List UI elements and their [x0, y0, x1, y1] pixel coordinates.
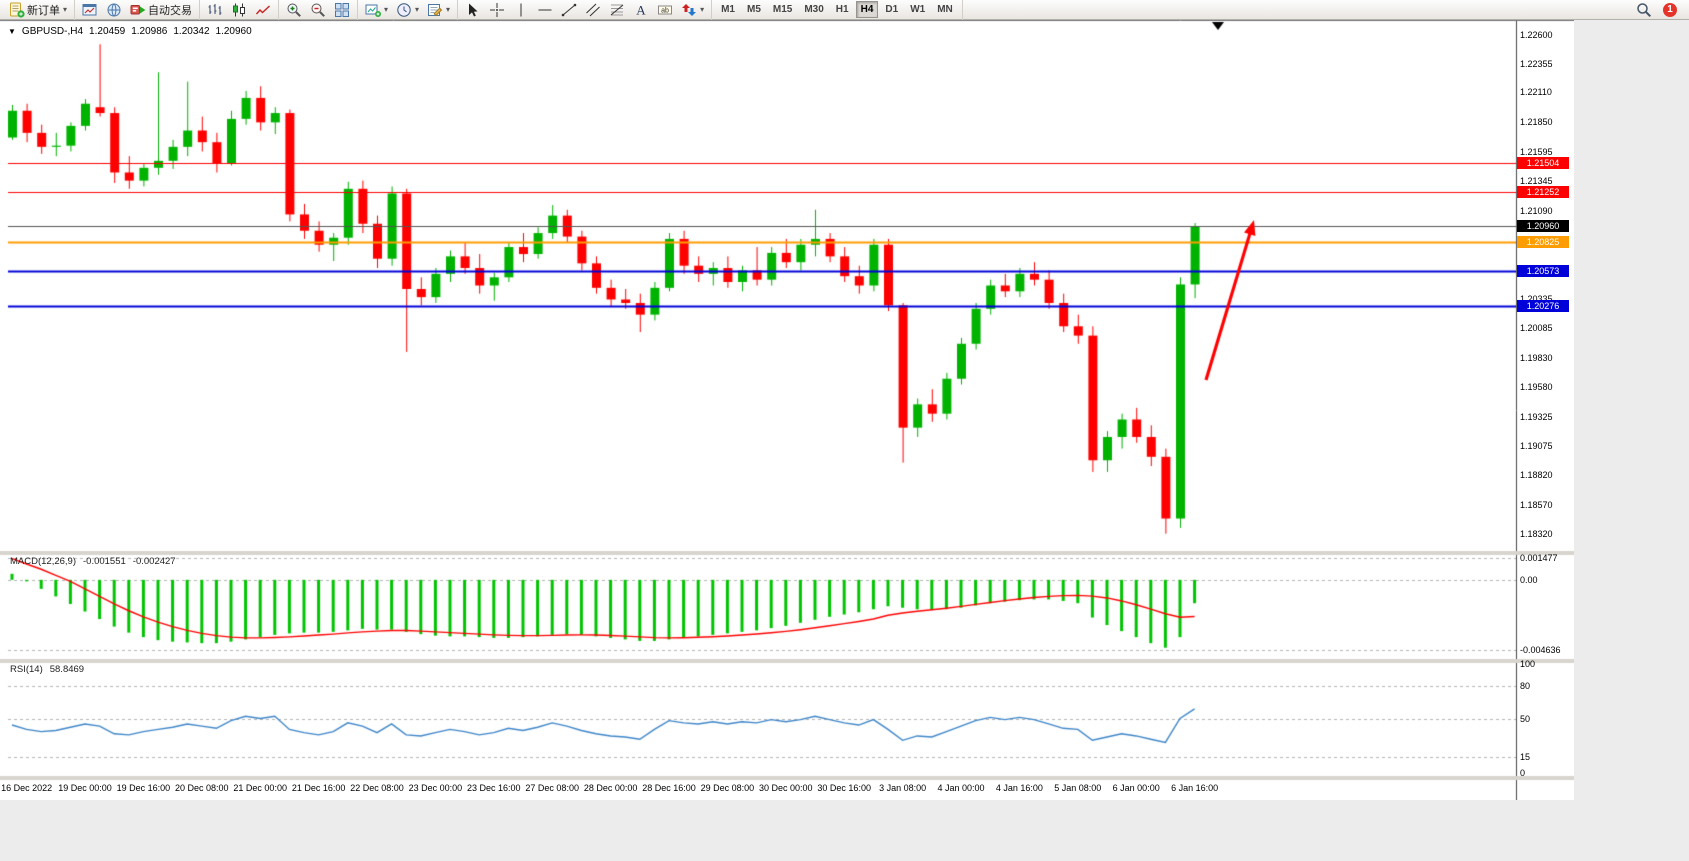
chart-window-icon: [82, 2, 98, 18]
price-level-tag[interactable]: 1.21252: [1517, 186, 1569, 199]
cursor-icon: [465, 2, 481, 18]
horizontal-line-button[interactable]: [533, 1, 557, 19]
tile-windows-button[interactable]: [330, 1, 354, 19]
template-icon: [427, 2, 443, 18]
timeframe-h1[interactable]: H1: [831, 1, 854, 18]
data-window-icon: [106, 2, 122, 18]
period-button[interactable]: ▾: [392, 1, 423, 19]
vertical-line-button[interactable]: [509, 1, 533, 19]
crosshair-icon: [489, 2, 505, 18]
clock-icon: [396, 2, 412, 18]
text-label-button[interactable]: ab: [653, 1, 677, 19]
hline-icon: [537, 2, 553, 18]
zoom-in-icon: [286, 2, 302, 18]
timeframe-w1[interactable]: W1: [905, 1, 930, 18]
auto-trading-button-label: 自动交易: [148, 4, 193, 17]
price-level-tag[interactable]: 1.20276: [1517, 299, 1569, 312]
new-order-button-label: 新订单: [27, 4, 60, 17]
new-order-button[interactable]: 新订单 ▾: [5, 1, 71, 19]
chevron-down-icon: ▾: [63, 5, 68, 14]
vline-icon: [513, 2, 529, 18]
price-level-tag[interactable]: 1.20573: [1517, 265, 1569, 278]
arrows-icon: [681, 2, 697, 18]
toolbar-group-zoom: [279, 0, 359, 20]
timeframe-m15[interactable]: M15: [768, 1, 797, 18]
timeframe-h4[interactable]: H4: [855, 1, 879, 18]
channel-icon: [585, 2, 601, 18]
timeframe-mn[interactable]: MN: [932, 1, 958, 18]
bottom-margin: [0, 800, 1689, 861]
toolbar-group-trade: 新订单 ▾: [2, 0, 76, 20]
notification-badge[interactable]: 1: [1663, 2, 1677, 17]
timeframe-m30[interactable]: M30: [799, 1, 828, 18]
toolbar-group-windows: 自动交易: [75, 0, 201, 20]
symbol-dropdown-icon[interactable]: ▼: [8, 27, 16, 36]
fibo-icon: [609, 2, 625, 18]
data-window-button[interactable]: [102, 1, 126, 19]
label-icon: ab: [657, 2, 673, 18]
right-margin: [1574, 20, 1689, 800]
toolbar-group-timeframes: M1 M5 M15 M30 H1 H4 D1 W1 MN: [712, 0, 963, 20]
chevron-down-icon: ▾: [446, 5, 451, 14]
crosshair-button[interactable]: [485, 1, 509, 19]
timeframe-m1[interactable]: M1: [716, 1, 740, 18]
text-icon: A: [633, 2, 649, 18]
channel-button[interactable]: [581, 1, 605, 19]
auto-trading-button[interactable]: 自动交易: [126, 1, 196, 19]
new-chart-button[interactable]: ▾: [361, 1, 392, 19]
trendline-icon: [561, 2, 577, 18]
candlestick-button[interactable]: [227, 1, 251, 19]
arrows-button[interactable]: ▾: [677, 1, 708, 19]
autotrade-icon: [130, 2, 146, 18]
zoom-in-button[interactable]: [282, 1, 306, 19]
fibonacci-button[interactable]: [605, 1, 629, 19]
new-order-icon: [9, 2, 25, 18]
cursor-button[interactable]: [461, 1, 485, 19]
new-chart-icon: [365, 2, 382, 18]
search-icon: [1636, 2, 1652, 18]
price-level-tag[interactable]: 1.21504: [1517, 156, 1569, 169]
chevron-down-icon: ▾: [700, 5, 705, 14]
svg-text:ab: ab: [661, 7, 669, 14]
line-chart-icon: [255, 2, 271, 18]
timeframe-m5[interactable]: M5: [742, 1, 766, 18]
trendline-button[interactable]: [557, 1, 581, 19]
toolbar-right: 1: [1632, 1, 1687, 19]
template-button[interactable]: ▾: [423, 1, 454, 19]
zoom-out-icon: [310, 2, 326, 18]
timeframe-d1[interactable]: D1: [880, 1, 903, 18]
price-level-tag[interactable]: 1.20825: [1517, 235, 1569, 248]
candles-icon: [231, 2, 247, 18]
bar-chart-icon: [207, 2, 223, 18]
charts-list-button[interactable]: [78, 1, 102, 19]
zoom-out-button[interactable]: [306, 1, 330, 19]
chevron-down-icon: ▾: [415, 5, 420, 14]
text-button[interactable]: A: [629, 1, 653, 19]
toolbar-group-chart-type: [200, 0, 280, 20]
search-button[interactable]: [1632, 1, 1656, 19]
line-chart-button[interactable]: [251, 1, 275, 19]
toolbar-group-chart-tools: ▾ ▾ ▾: [358, 0, 459, 20]
svg-text:A: A: [636, 2, 646, 17]
current-price-tag: 1.20960: [1517, 220, 1569, 233]
bar-chart-button[interactable]: [203, 1, 227, 19]
tile-windows-icon: [334, 2, 350, 18]
chevron-down-icon: ▾: [384, 5, 389, 14]
